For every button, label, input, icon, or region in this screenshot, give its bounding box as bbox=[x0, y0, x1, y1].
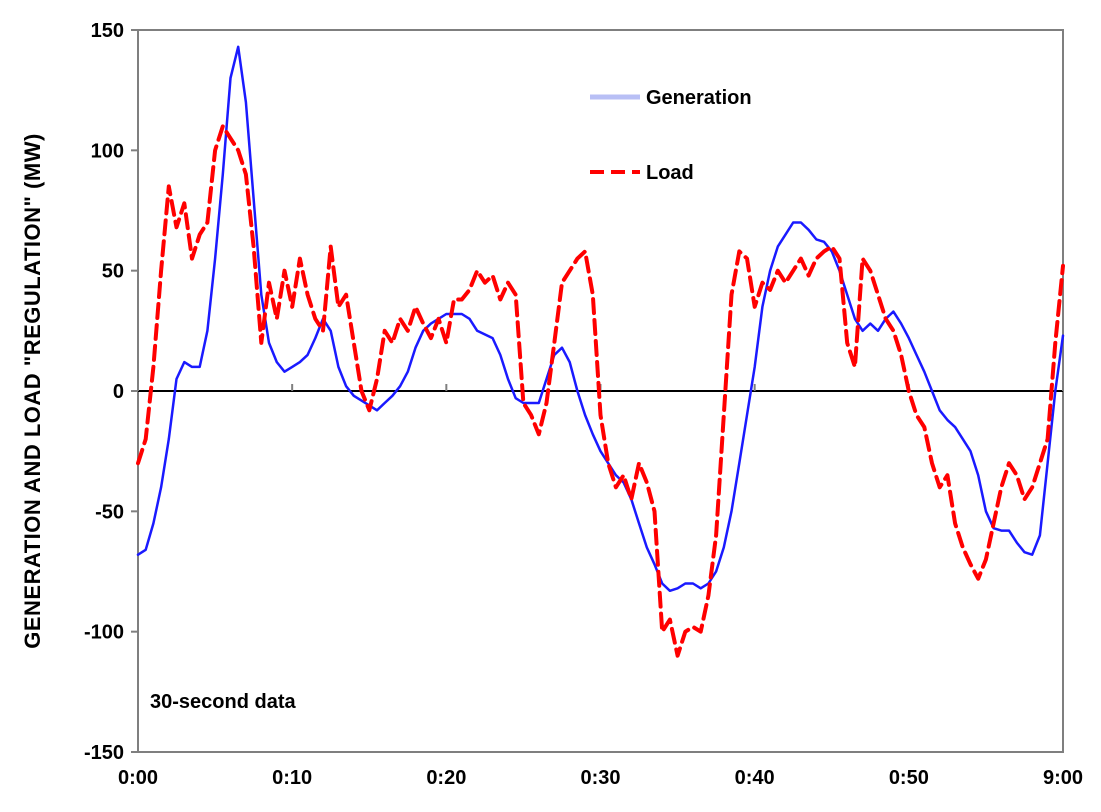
x-tick-label: 0:30 bbox=[580, 767, 620, 789]
legend-label: Load bbox=[646, 162, 694, 184]
y-tick-label: 150 bbox=[91, 20, 124, 42]
y-tick-label: 50 bbox=[102, 261, 124, 283]
legend-item-generation: Generation bbox=[590, 87, 752, 109]
chart-annotation: 30-second data bbox=[150, 691, 296, 713]
y-tick-label: 100 bbox=[91, 140, 124, 162]
legend-label: Generation bbox=[646, 87, 752, 109]
x-tick-label: 0:50 bbox=[889, 767, 929, 789]
y-tick-label: -50 bbox=[95, 501, 124, 523]
legend-item-load: Load bbox=[590, 162, 694, 184]
x-tick-label: 9:00 bbox=[1043, 767, 1083, 789]
x-tick-label: 0:20 bbox=[426, 767, 466, 789]
y-tick-label: -150 bbox=[84, 742, 124, 764]
x-tick-label: 0:10 bbox=[272, 767, 312, 789]
y-axis-label: GENERATION AND LOAD "REGULATION" (MW) bbox=[20, 133, 45, 649]
x-tick-label: 0:40 bbox=[735, 767, 775, 789]
x-tick-label: 0:00 bbox=[118, 767, 158, 789]
y-tick-label: 0 bbox=[113, 381, 124, 403]
y-tick-label: -100 bbox=[84, 622, 124, 644]
series-line-load bbox=[136, 124, 1065, 658]
